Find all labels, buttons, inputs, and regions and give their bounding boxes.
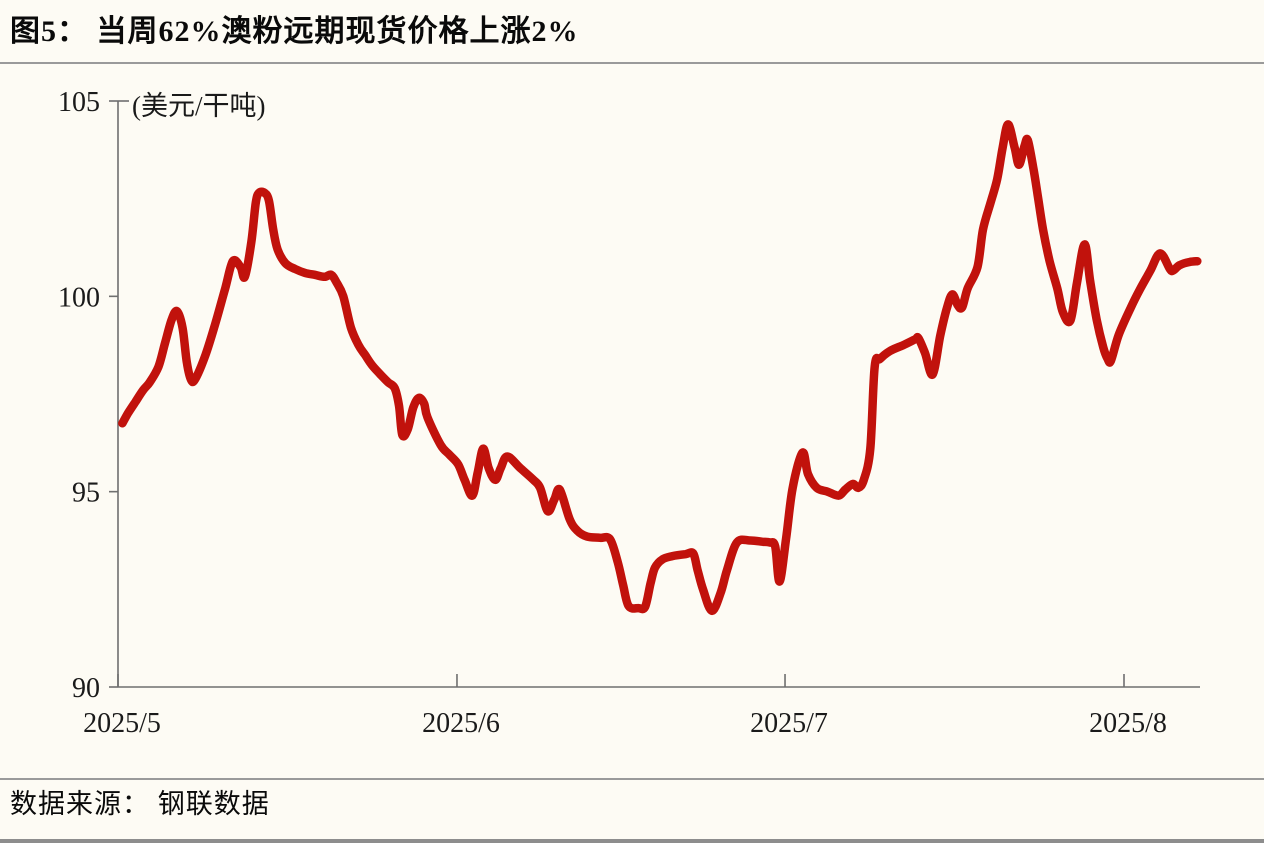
y-tick-label: 90 — [72, 673, 100, 704]
y-tick-label: 105 — [58, 87, 100, 118]
footer-divider — [0, 778, 1264, 780]
x-tick-label: 2025/6 — [422, 708, 500, 739]
price-line — [118, 120, 1202, 616]
y-axis-unit-label: (美元/干吨) — [132, 91, 265, 121]
title-divider — [0, 62, 1264, 64]
x-tick-label: 2025/8 — [1089, 708, 1167, 739]
data-source: 数据来源： 钢联数据 — [10, 789, 270, 819]
y-tick-label: 100 — [58, 282, 100, 313]
x-tick-label: 2025/7 — [750, 708, 828, 739]
x-tick-label: 2025/5 — [83, 708, 161, 739]
bottom-edge-divider — [0, 839, 1264, 843]
y-tick-label: 95 — [72, 478, 100, 509]
figure-title: 图5： 当周62%澳粉远期现货价格上涨2% — [10, 15, 579, 48]
